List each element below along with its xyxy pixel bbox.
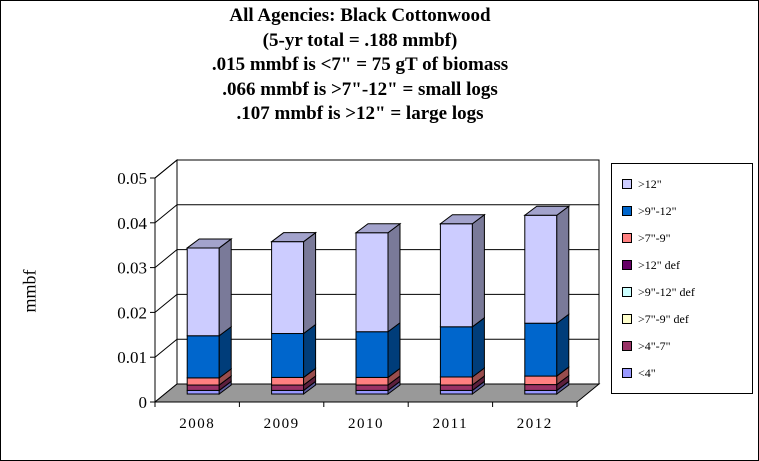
bar-2011-seg-6 [439,326,473,378]
legend-swatch [622,260,632,270]
y-tick-label: 0.05 [117,169,147,188]
legend-item: >9"-12" def [622,284,695,300]
side-wall [154,158,178,404]
bar-2008-side-7 [218,237,232,337]
bar-2008-seg-6 [186,335,220,379]
gridline [154,204,599,224]
bar-2012-seg-7 [524,214,558,324]
legend-label: >7"-9" def [638,311,689,326]
bar-2012-seg-1 [524,384,558,391]
bar-2010-seg-7 [355,232,389,333]
bar-2010-seg-5 [355,376,389,386]
legend-label: >7"-9" [638,230,671,245]
x-tick-label-2011: 2011 [433,416,468,432]
legend-item: >12" def [622,257,680,273]
bar-2009-seg-1 [271,384,305,391]
bar-2010-seg-1 [355,384,389,391]
legend-label: >9"-12" [638,203,677,218]
bar-2010-seg-6 [355,331,389,378]
legend-swatch [622,287,632,297]
legend: >12" >9"-12" >7"-9" >12" def >9"-12" def >7"-… [611,163,753,394]
bar-2011-seg-5 [439,376,473,386]
bar-2012-seg-0 [524,389,558,395]
bar-2009-seg-5 [271,376,305,386]
bar-2011-seg-1 [439,384,473,391]
legend-item: >7"-9" [622,230,671,246]
title-line-4: .066 mmbf is >7"-12" = small logs [222,78,498,100]
bar-2008-top [185,238,233,249]
y-tick-label: 0.03 [117,259,147,278]
bar-2011-side-6 [471,316,485,378]
bar-2010-top [354,223,402,234]
x-tick-label-2008: 2008 [179,416,215,432]
bar-2012-side-6 [556,313,570,378]
legend-label: <4" [638,365,656,380]
bar-2012-seg-5 [524,375,558,386]
bar-2009-top [270,232,318,243]
y-tick-label: 0.02 [117,303,147,322]
bar-2008-seg-0 [186,389,220,395]
chart-title: All Agencies: Black Cottonwood (5-yr tot… [150,4,570,127]
y-tick-label: 0.04 [117,214,147,233]
bar-2009-seg-7 [271,241,305,335]
y-tick-label: 0.01 [117,348,147,367]
bar-2012-side-7 [556,205,570,325]
legend-label: >9"-12" def [638,284,695,299]
legend-item: >9"-12" [622,203,677,219]
gridline [154,159,599,179]
bar-2008-seg-5 [186,377,220,386]
title-line-1: All Agencies: Black Cottonwood [229,5,491,26]
bar-2010-seg-0 [355,389,389,395]
legend-item: <4" [622,365,656,381]
bar-2009-seg-6 [271,333,305,378]
bar-2008-seg-7 [186,247,220,337]
legend-swatch [622,368,632,378]
bar-2010-side-7 [387,222,401,333]
bar-2009-seg-0 [271,389,305,395]
legend-swatch [622,206,632,216]
title-line-2: (5-yr total = .188 mmbf) [262,29,458,51]
bar-2012-seg-6 [524,322,558,377]
bar-2011-seg-7 [439,223,473,328]
title-line-5: .107 mmbf is >12" = large logs [236,103,484,124]
legend-item: >4"-7" [622,338,671,354]
bar-2008-seg-1 [186,384,220,391]
legend-label: >12" def [638,257,680,272]
legend-item: >12" [622,176,662,192]
x-tick-label-2010: 2010 [348,416,384,432]
x-tick-label-2012: 2012 [517,416,553,432]
legend-swatch [622,233,632,243]
bar-2012-top [523,205,571,216]
x-tick-label-2009: 2009 [264,416,300,432]
bar-2011-top [438,214,486,225]
bar-2011-side-7 [471,213,485,328]
legend-swatch [622,314,632,324]
legend-label: >4"-7" [638,338,671,353]
legend-label: >12" [638,176,662,191]
title-line-3: .015 mmbf is <7" = 75 gT of biomass [211,54,509,75]
y-tick-label: 0 [139,393,148,412]
bar-2011-seg-0 [439,389,473,395]
legend-swatch [622,179,632,189]
legend-swatch [622,341,632,351]
legend-item: >7"-9" def [622,311,689,327]
bar-2009-side-7 [303,231,317,335]
